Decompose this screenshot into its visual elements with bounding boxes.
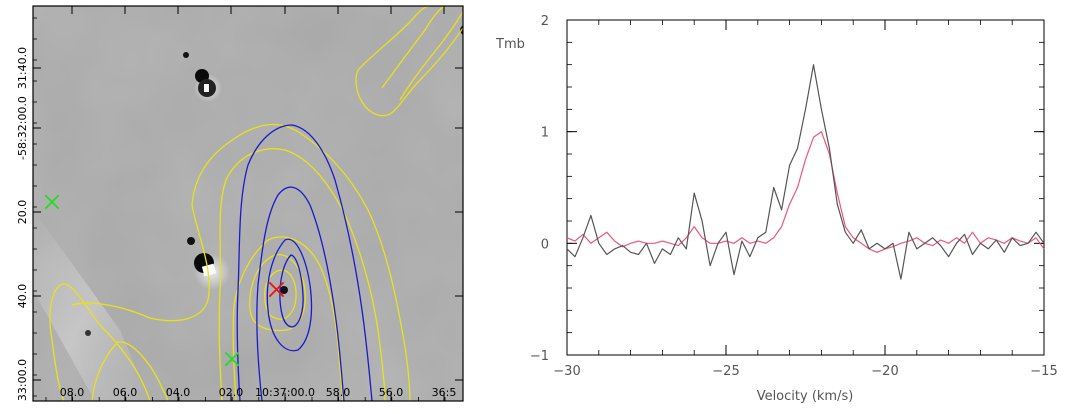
spectrum-x-tick-label: −30 <box>553 364 580 379</box>
spectrum-x-tick-labels: −30 −25 −20 −15 <box>553 364 1057 379</box>
red-cross-marker <box>268 281 285 298</box>
spectrum-y-tick-label: 2 <box>541 14 549 29</box>
spectrum-frame <box>566 19 1045 356</box>
image-x-tick-labels: 08.0 06.0 04.0 02.0 10:37:00.0 58.0 56.0 36:5 <box>60 386 457 399</box>
spectrum-panel: −30 −25 −20 −15 −1 0 1 2 Velocity (km/s) Tmb <box>495 14 1058 404</box>
image-x-tick-label: 08.0 <box>60 386 85 399</box>
source-6 <box>85 330 91 336</box>
spectrum-line-pink <box>566 131 1045 253</box>
image-y-tick-label: -58:32:00.0 <box>16 96 29 160</box>
image-x-tick-label: 02.0 <box>219 386 244 399</box>
image-x-tick-label: 10:37:00.0 <box>255 386 315 399</box>
spectrum-y-tick-labels: −1 0 1 2 <box>530 14 549 364</box>
blue-contour-3 <box>266 238 313 352</box>
source-2 <box>183 52 189 58</box>
yellow-contour-3 <box>71 123 411 401</box>
yellow-contour-4 <box>218 148 386 401</box>
spectrum-y-axis-label: Tmb <box>495 37 525 52</box>
spectrum-x-axis-label: Velocity (km/s) <box>757 389 854 404</box>
yellow-contour-9 <box>381 6 463 101</box>
blue-contours <box>236 124 373 401</box>
source-5 <box>280 286 288 294</box>
image-y-tick-label: 20.0 <box>16 200 29 225</box>
source-3 <box>187 237 195 245</box>
image-ticks <box>33 6 463 401</box>
image-y-tick-label: 40.0 <box>16 284 29 309</box>
spectrum-y-tick-label: −1 <box>530 349 549 364</box>
image-y-tick-label: 31:40.0 <box>16 47 29 89</box>
image-y-tick-labels: 31:40.0 -58:32:00.0 20.0 40.0 33:00.0 <box>16 47 29 401</box>
yellow-contour-7 <box>264 269 297 320</box>
green-cross-marker-1 <box>44 194 60 210</box>
spectrum-series <box>566 64 1045 280</box>
blue-contour-2 <box>256 186 345 401</box>
yellow-contour-2 <box>91 341 169 401</box>
yellow-contour-1 <box>49 283 151 401</box>
image-x-tick-label: 06.0 <box>113 386 138 399</box>
spectrum-x-tick-label: −20 <box>871 364 898 379</box>
image-x-tick-label: 36:5 <box>432 386 457 399</box>
blue-contour-1 <box>236 124 373 401</box>
yellow-contour-8 <box>355 6 463 117</box>
spectrum-ticks <box>566 19 1045 356</box>
spectrum-y-tick-label: 0 <box>541 237 549 252</box>
spectrum-x-tick-label: −15 <box>1030 364 1057 379</box>
sky-image-panel: 08.0 06.0 04.0 02.0 10:37:00.0 58.0 56.0 36:5 3… <box>16 5 464 402</box>
green-cross-marker-2 <box>224 351 240 367</box>
blue-contour-4 <box>279 254 304 328</box>
image-frame <box>32 5 464 402</box>
source-4-core <box>201 263 217 277</box>
spectrum-x-tick-label: −25 <box>712 364 739 379</box>
yellow-contour-5 <box>232 236 344 401</box>
image-y-tick-label: 33:00.0 <box>16 359 29 401</box>
source-1-core <box>204 84 209 92</box>
image-x-tick-label: 04.0 <box>166 386 191 399</box>
image-x-tick-label: 56.0 <box>379 386 404 399</box>
image-x-tick-label: 58.0 <box>326 386 351 399</box>
spectrum-y-tick-label: 1 <box>541 126 549 141</box>
image-streak <box>33 210 150 401</box>
spectrum-line-gray <box>566 64 1045 280</box>
